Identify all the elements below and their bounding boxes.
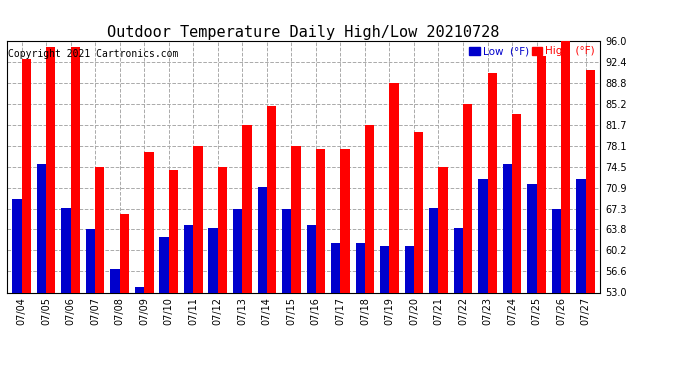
Bar [193, 146, 203, 292]
Bar [365, 125, 374, 292]
Bar [169, 170, 178, 292]
Bar [12, 199, 21, 292]
Text: Copyright 2021 Cartronics.com: Copyright 2021 Cartronics.com [8, 49, 179, 59]
Bar [86, 230, 95, 292]
Bar [331, 243, 340, 292]
Bar [488, 74, 497, 292]
Bar [404, 246, 414, 292]
Bar [429, 208, 438, 292]
Bar [21, 59, 31, 292]
Bar [135, 286, 144, 292]
Bar [233, 209, 242, 292]
Bar [37, 164, 46, 292]
Bar [159, 237, 169, 292]
Bar [218, 167, 227, 292]
Legend: Low  (°F), High  (°F): Low (°F), High (°F) [469, 46, 595, 57]
Bar [282, 209, 291, 292]
Bar [144, 152, 154, 292]
Bar [453, 228, 463, 292]
Bar [184, 225, 193, 292]
Bar [208, 228, 218, 292]
Bar [438, 167, 448, 292]
Bar [503, 164, 512, 292]
Title: Outdoor Temperature Daily High/Low 20210728: Outdoor Temperature Daily High/Low 20210… [108, 25, 500, 40]
Bar [576, 178, 586, 292]
Bar [380, 246, 389, 292]
Bar [527, 184, 537, 292]
Bar [552, 209, 561, 292]
Bar [586, 70, 595, 292]
Bar [46, 47, 55, 292]
Bar [242, 125, 252, 292]
Bar [291, 146, 301, 292]
Bar [478, 178, 488, 292]
Bar [561, 41, 571, 292]
Bar [306, 225, 316, 292]
Bar [463, 104, 472, 292]
Bar [537, 56, 546, 292]
Bar [95, 167, 104, 292]
Bar [257, 188, 267, 292]
Bar [267, 105, 276, 292]
Bar [389, 83, 399, 292]
Bar [316, 149, 325, 292]
Bar [61, 208, 70, 292]
Bar [70, 47, 80, 292]
Bar [355, 243, 365, 292]
Bar [340, 149, 350, 292]
Bar [119, 214, 129, 292]
Bar [110, 269, 119, 292]
Bar [512, 114, 522, 292]
Bar [414, 132, 423, 292]
